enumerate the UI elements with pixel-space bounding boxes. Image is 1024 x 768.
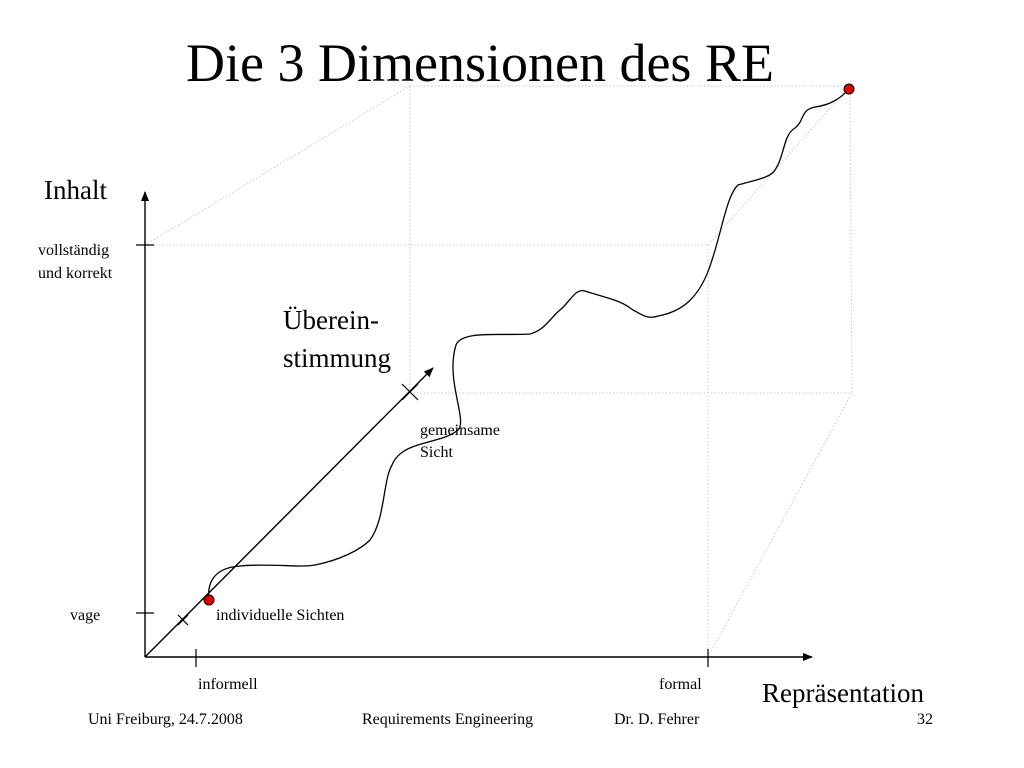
footer-course: Requirements Engineering <box>362 711 534 728</box>
y-axis-label: Inhalt <box>44 175 107 205</box>
z-axis-label-line1: Überein- <box>283 305 379 335</box>
y-bottom-label: vage <box>70 607 101 624</box>
uebereinstimmung-axis <box>144 367 434 658</box>
x-left-label: informell <box>198 676 258 693</box>
axis-ticks <box>136 244 709 667</box>
slide-title: Die 3 Dimensionen des RE <box>186 33 774 93</box>
cube-edges <box>144 85 853 658</box>
start-point <box>203 594 215 606</box>
y-top-label-line1: vollständig <box>38 242 110 259</box>
x-axis-label: Repräsentation <box>762 678 924 708</box>
footer-author: Dr. D. Fehrer <box>614 711 700 728</box>
end-annotation-line1: gemeinsame <box>420 422 500 439</box>
start-annotation: individuelle Sichten <box>216 607 345 624</box>
footer-university: Uni Freiburg, 24.7.2008 <box>88 711 243 728</box>
cross-markers <box>177 383 419 626</box>
footer-page-number: 32 <box>917 711 933 728</box>
end-point <box>843 83 855 95</box>
z-axis-label-line2: stimmung <box>283 343 392 373</box>
y-top-label-line2: und korrekt <box>38 265 113 282</box>
requirements-path <box>207 88 850 601</box>
end-annotation-line2: Sicht <box>420 444 453 461</box>
x-right-label: formal <box>659 676 702 693</box>
